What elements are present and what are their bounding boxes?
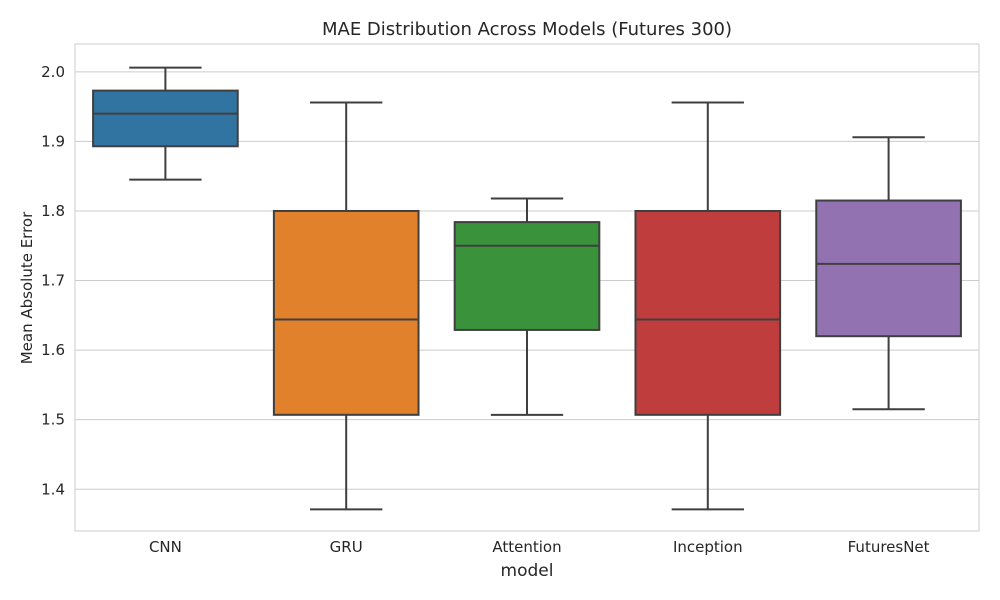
- x-tick-label: GRU: [330, 538, 363, 556]
- y-tick-label: 1.6: [41, 341, 65, 359]
- iqr-box: [92, 89, 239, 148]
- x-axis-label: model: [501, 561, 554, 581]
- box-futuresnet: [815, 136, 962, 411]
- x-tick-label: Inception: [673, 538, 743, 556]
- y-tick-label: 1.5: [41, 411, 65, 429]
- y-tick-label: 1.8: [41, 202, 65, 220]
- x-tick-label: CNN: [149, 538, 182, 556]
- x-tick-label: Attention: [492, 538, 561, 556]
- boxes: [92, 66, 962, 511]
- box-inception: [634, 101, 782, 511]
- box-cnn: [92, 66, 239, 181]
- y-tick-label: 1.9: [41, 132, 65, 150]
- y-tick-labels: 1.4 1.5 1.6 1.7 1.8 1.9 2.0: [41, 63, 65, 498]
- iqr-box: [272, 209, 420, 416]
- y-tick-label: 2.0: [41, 63, 65, 81]
- chart-title: MAE Distribution Across Models (Futures …: [322, 19, 732, 40]
- iqr-box: [634, 209, 782, 416]
- box-attention: [453, 197, 601, 416]
- iqr-box: [453, 221, 601, 331]
- x-tick-labels: CNN GRU Attention Inception FuturesNet: [149, 538, 930, 556]
- iqr-box: [815, 199, 962, 338]
- y-axis-label: Mean Absolute Error: [18, 211, 36, 364]
- box-gru: [272, 101, 420, 511]
- y-tick-label: 1.7: [41, 272, 65, 290]
- x-tick-label: FuturesNet: [848, 538, 930, 556]
- y-tick-label: 1.4: [41, 480, 65, 498]
